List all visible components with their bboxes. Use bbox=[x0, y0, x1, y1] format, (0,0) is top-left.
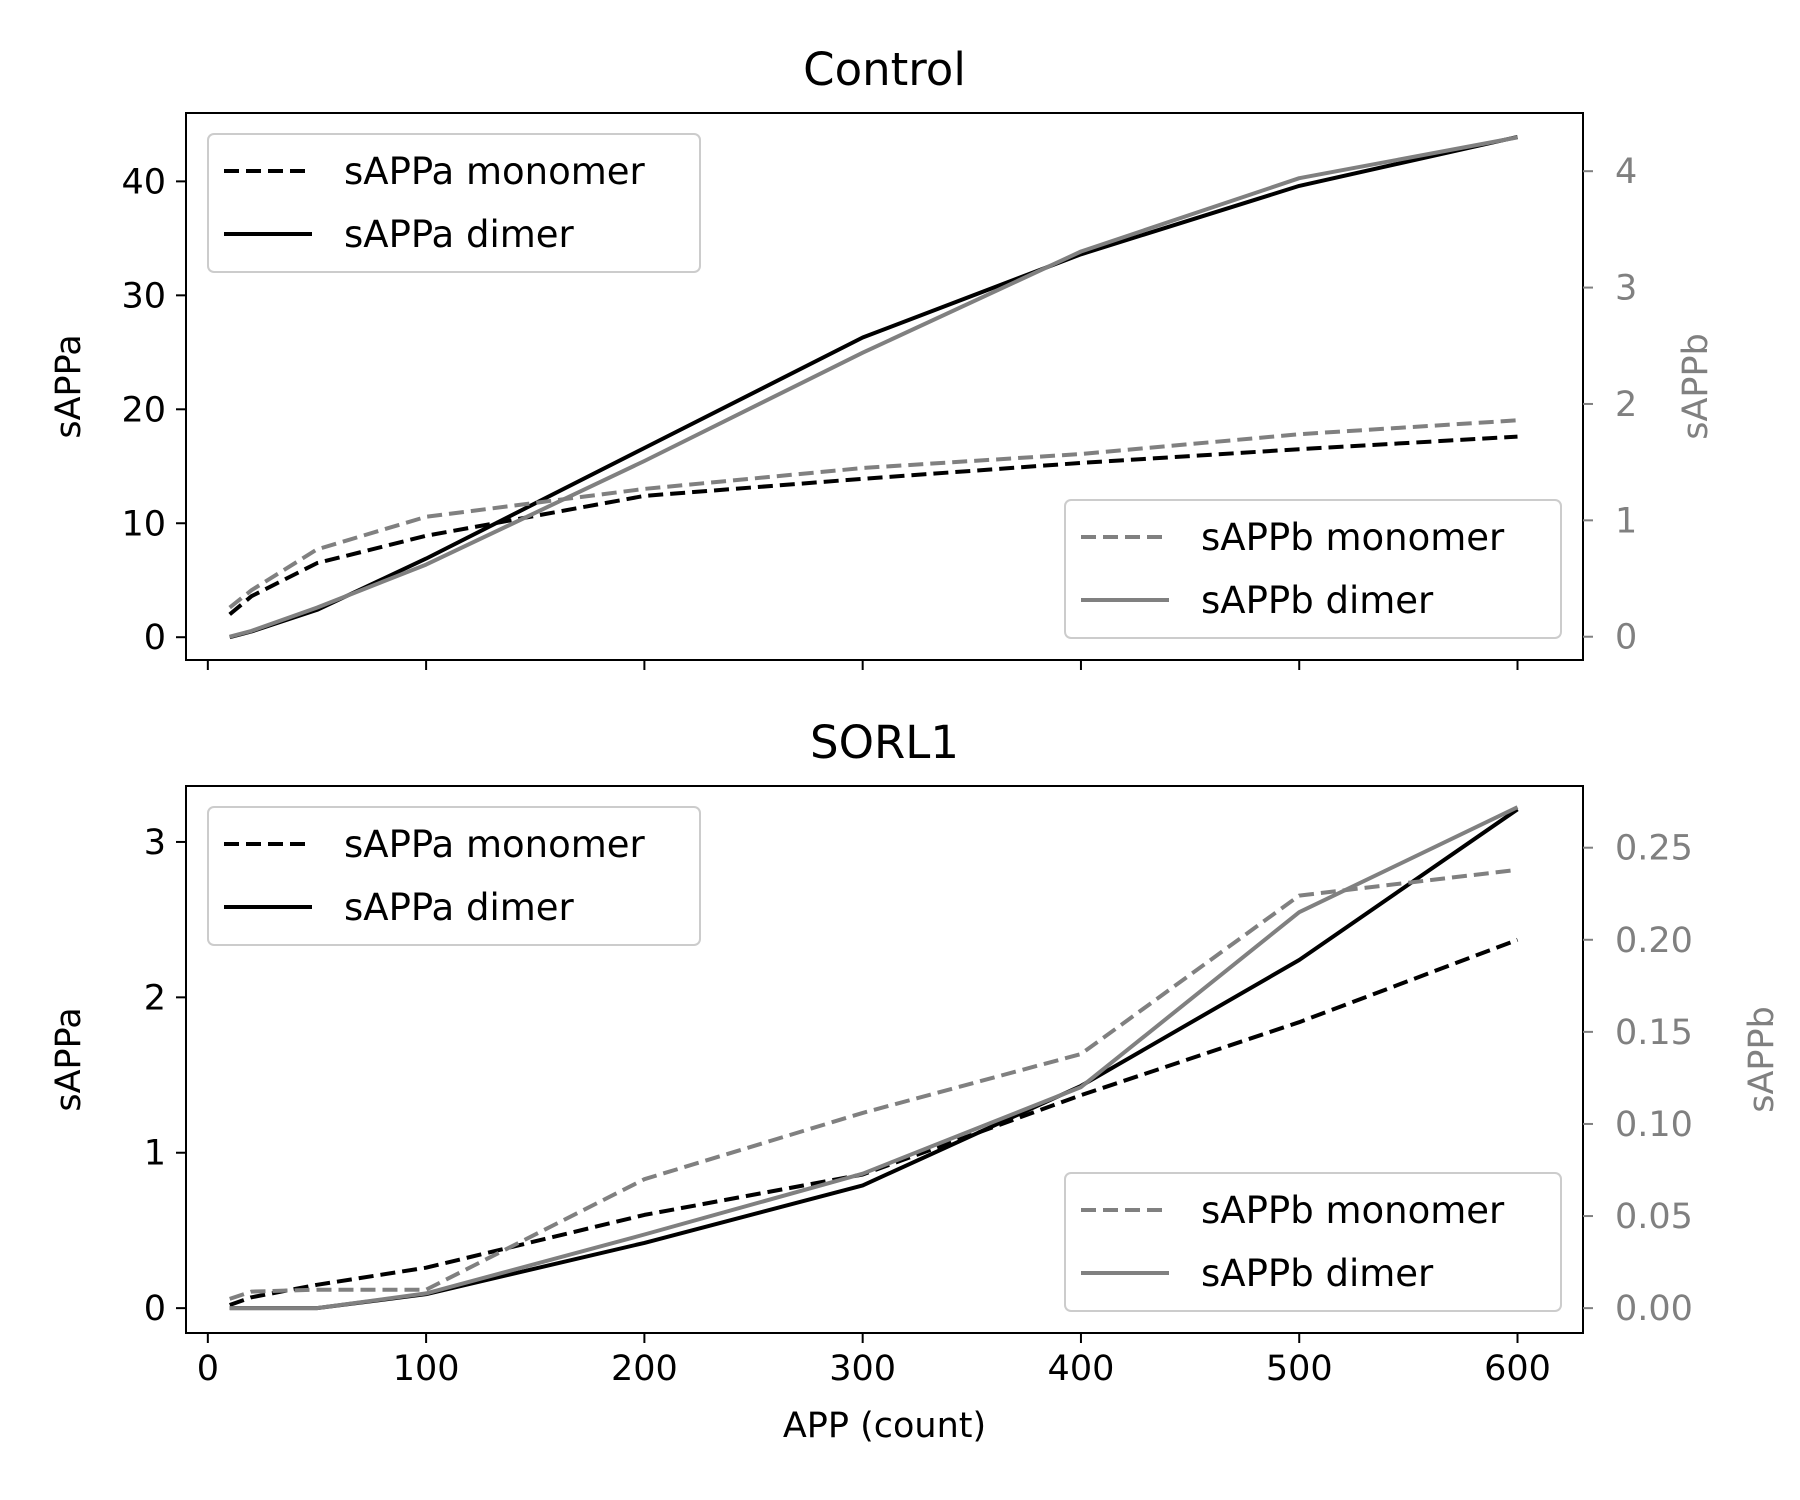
series-line-sAPPb-monomer bbox=[229, 867, 1518, 1301]
x-tick-label: 300 bbox=[829, 1349, 896, 1389]
y-right-tick-label: 0.25 bbox=[1615, 829, 1693, 869]
series-line-sAPPa-monomer bbox=[228, 434, 1518, 616]
chart-panel-2: SORL1 0 100 200 300 400 500 600 0 1 2 3 0.00 0.05 0.10… bbox=[49, 716, 1782, 1446]
y-tick-label: 2 bbox=[144, 978, 166, 1018]
plot-frame bbox=[185, 112, 1584, 661]
legend-label: sAPPb monomer bbox=[1201, 516, 1505, 559]
y-tick-label: 3 bbox=[144, 823, 166, 863]
series-line-sAPPb-monomer bbox=[228, 418, 1518, 610]
y-right-tick-label: 3 bbox=[1615, 269, 1637, 309]
chart-title: SORL1 bbox=[810, 716, 959, 769]
legend-box bbox=[1064, 499, 1562, 639]
y-tick-label: 30 bbox=[121, 276, 166, 316]
y-right-tick-label: 0.00 bbox=[1615, 1289, 1693, 1329]
legend-label: sAPPa monomer bbox=[344, 823, 646, 866]
y-axis-label: sAPPa bbox=[49, 334, 89, 438]
y-tick-label: 0 bbox=[144, 618, 166, 658]
y-right-tick-label: 0.15 bbox=[1615, 1013, 1693, 1053]
legend-upper-left: sAPPa monomer sAPPa dimer bbox=[207, 133, 701, 273]
y-tick-label: 10 bbox=[121, 504, 166, 544]
legend-label: sAPPa dimer bbox=[344, 886, 575, 929]
plot-frame bbox=[185, 785, 1584, 1334]
legend-lower-right: sAPPb monomer sAPPb dimer bbox=[1064, 1172, 1562, 1312]
series-line-sAPPb-dimer bbox=[229, 135, 1518, 639]
legend-label: sAPPb dimer bbox=[1201, 579, 1434, 622]
x-tick-label: 600 bbox=[1484, 1349, 1551, 1389]
x-tick-label: 0 bbox=[197, 1349, 219, 1389]
series-line-sAPPa-monomer bbox=[229, 937, 1519, 1307]
y-right-tick-label: 4 bbox=[1615, 152, 1637, 192]
x-tick-label: 200 bbox=[611, 1349, 678, 1389]
y-right-tick-label: 0.05 bbox=[1615, 1197, 1693, 1237]
legend-box bbox=[207, 806, 701, 946]
x-tick-label: 400 bbox=[1048, 1349, 1115, 1389]
y-right-tick-label: 0.20 bbox=[1615, 921, 1693, 961]
chart-title: Control bbox=[803, 43, 966, 96]
chart-panel-1: Control 0 10 20 30 40 0 1 2 3 4 sAPPa sAPPb sAPPa mon… bbox=[49, 43, 1716, 670]
y-right-tick-label: 2 bbox=[1615, 385, 1637, 425]
y-right-tick-label: 1 bbox=[1615, 501, 1637, 541]
y-right-tick-label: 0 bbox=[1615, 618, 1637, 658]
legend-box bbox=[1064, 1172, 1562, 1312]
series-line-sAPPb-dimer bbox=[229, 805, 1519, 1311]
y-tick-label: 0 bbox=[144, 1289, 166, 1329]
y-right-axis-label: sAPPb bbox=[1742, 1006, 1782, 1113]
x-tick-label: 100 bbox=[393, 1349, 460, 1389]
legend-label: sAPPb dimer bbox=[1201, 1252, 1434, 1295]
legend-label: sAPPb monomer bbox=[1201, 1189, 1505, 1232]
legend-box bbox=[207, 133, 701, 273]
y-tick-label: 1 bbox=[144, 1134, 166, 1174]
legend-upper-left: sAPPa monomer sAPPa dimer bbox=[207, 806, 701, 946]
legend-label: sAPPa dimer bbox=[344, 213, 575, 256]
x-axis-label: APP (count) bbox=[783, 1406, 986, 1446]
legend-label: sAPPa monomer bbox=[344, 150, 646, 193]
legend-lower-right: sAPPb monomer sAPPb dimer bbox=[1064, 499, 1562, 639]
y-tick-label: 40 bbox=[121, 162, 166, 202]
y-tick-label: 20 bbox=[121, 390, 166, 430]
y-right-tick-label: 0.10 bbox=[1615, 1105, 1693, 1145]
y-right-axis-label: sAPPb bbox=[1676, 333, 1716, 440]
x-tick-label: 500 bbox=[1266, 1349, 1333, 1389]
y-axis-label: sAPPa bbox=[49, 1007, 89, 1111]
